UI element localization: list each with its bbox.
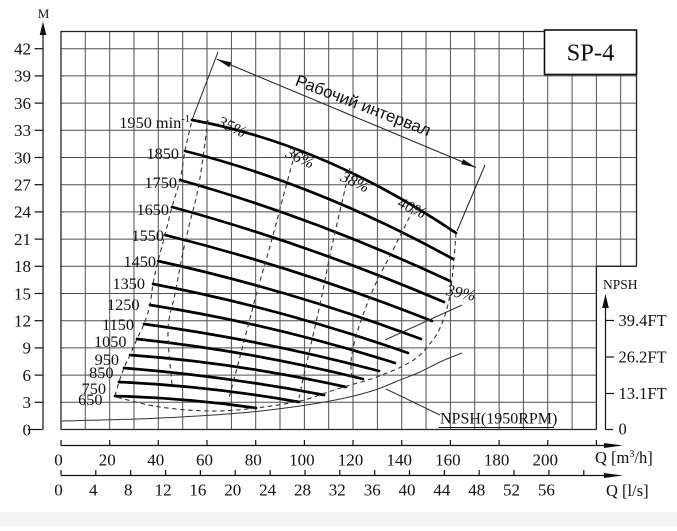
svg-text:13.1FT: 13.1FT <box>619 384 667 403</box>
svg-text:1150: 1150 <box>102 315 134 334</box>
svg-text:100: 100 <box>289 451 315 470</box>
svg-text:20: 20 <box>99 451 116 470</box>
svg-text:44: 44 <box>433 481 451 500</box>
svg-text:1550: 1550 <box>131 226 164 245</box>
svg-text:20: 20 <box>224 481 241 500</box>
svg-text:42: 42 <box>14 40 31 59</box>
svg-text:200: 200 <box>532 451 558 470</box>
svg-text:6: 6 <box>23 366 32 385</box>
svg-text:1050: 1050 <box>94 332 127 351</box>
svg-text:26.2FT: 26.2FT <box>619 348 667 367</box>
svg-text:48: 48 <box>468 481 485 500</box>
svg-text:12: 12 <box>14 312 31 331</box>
svg-text:39.4FT: 39.4FT <box>619 311 667 330</box>
svg-text:850: 850 <box>89 363 113 382</box>
svg-text:160: 160 <box>435 451 461 470</box>
svg-text:24: 24 <box>259 481 277 500</box>
svg-text:60: 60 <box>196 451 213 470</box>
svg-text:40: 40 <box>147 451 164 470</box>
svg-text:56: 56 <box>538 481 555 500</box>
svg-text:140: 140 <box>386 451 412 470</box>
svg-text:80: 80 <box>245 451 262 470</box>
svg-text:0: 0 <box>54 481 63 500</box>
svg-text:SP-4: SP-4 <box>567 40 615 67</box>
svg-text:36: 36 <box>14 94 31 113</box>
svg-text:16: 16 <box>189 481 206 500</box>
svg-text:0: 0 <box>23 420 32 439</box>
svg-text:4: 4 <box>89 481 98 500</box>
svg-text:12: 12 <box>155 481 172 500</box>
svg-text:0: 0 <box>54 451 63 470</box>
svg-text:39: 39 <box>14 67 31 86</box>
svg-text:40: 40 <box>399 481 416 500</box>
svg-text:Q [m3/h]: Q [m3/h] <box>595 448 653 467</box>
svg-text:1250: 1250 <box>107 295 140 314</box>
svg-text:39%: 39% <box>444 282 477 305</box>
svg-text:36: 36 <box>364 481 381 500</box>
svg-text:0: 0 <box>619 420 627 439</box>
svg-text:18: 18 <box>14 257 31 276</box>
svg-text:8: 8 <box>124 481 133 500</box>
svg-text:1650: 1650 <box>136 200 169 219</box>
svg-text:32: 32 <box>329 481 346 500</box>
svg-text:33: 33 <box>14 121 31 140</box>
svg-text:1350: 1350 <box>112 274 145 293</box>
svg-text:3: 3 <box>23 393 32 412</box>
svg-text:950: 950 <box>95 350 119 369</box>
svg-text:30: 30 <box>14 148 31 167</box>
svg-text:27: 27 <box>14 176 32 195</box>
svg-text:1850: 1850 <box>146 144 179 163</box>
svg-text:120: 120 <box>338 451 364 470</box>
svg-text:9: 9 <box>23 339 32 358</box>
svg-text:15: 15 <box>14 284 31 303</box>
svg-text:Q [l/s]: Q [l/s] <box>606 481 649 500</box>
svg-text:650: 650 <box>78 390 102 409</box>
svg-text:1450: 1450 <box>123 252 156 271</box>
svg-text:24: 24 <box>14 203 32 222</box>
svg-text:750: 750 <box>82 379 106 398</box>
svg-text:1950 min-1: 1950 min-1 <box>119 113 190 132</box>
svg-text:1750: 1750 <box>144 173 177 192</box>
svg-text:M: M <box>38 6 50 21</box>
svg-text:NPSH(1950RPM): NPSH(1950RPM) <box>440 411 557 428</box>
svg-text:52: 52 <box>503 481 520 500</box>
svg-text:21: 21 <box>14 230 31 249</box>
svg-text:180: 180 <box>484 451 510 470</box>
svg-text:NPSH: NPSH <box>603 277 638 292</box>
svg-text:28: 28 <box>294 481 311 500</box>
